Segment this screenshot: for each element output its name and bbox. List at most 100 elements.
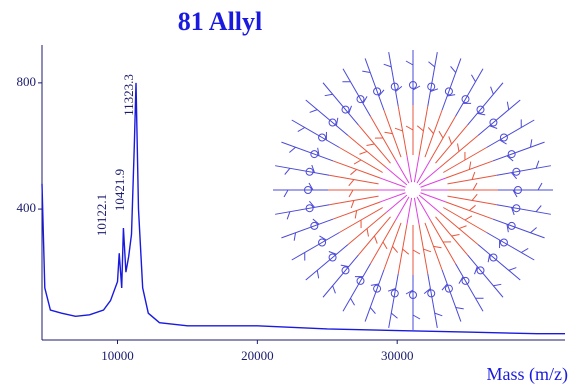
molecule-ring — [427, 289, 436, 298]
molecule-ring — [409, 81, 417, 89]
molecule-bond — [347, 134, 387, 168]
molecule-bond — [275, 204, 330, 215]
molecule-bond — [322, 82, 359, 126]
molecule-ring — [512, 204, 521, 213]
molecule-bond — [418, 194, 441, 213]
y-tick-label: 400 — [17, 200, 37, 215]
molecule-ring — [476, 266, 485, 275]
molecule-ring — [427, 82, 436, 91]
molecule-ring — [341, 266, 350, 275]
molecule-bond — [390, 312, 398, 319]
molecule-bond — [340, 264, 349, 268]
molecule-bond — [383, 63, 392, 68]
molecule-bond — [457, 143, 460, 152]
molecule-bond — [537, 182, 543, 191]
molecule-bond — [348, 189, 354, 198]
molecule-bond — [441, 283, 448, 291]
molecule-bond — [439, 212, 479, 246]
molecule-bond — [291, 119, 340, 148]
molecule-ring — [499, 133, 508, 142]
molecule-bond — [508, 267, 517, 271]
molecule-bond — [489, 125, 498, 129]
molecule-bond — [512, 189, 518, 198]
molecule-bond — [467, 254, 504, 298]
molecule-bond — [529, 139, 533, 148]
molecule-bond — [433, 245, 442, 249]
molecule-bond — [420, 177, 447, 188]
molecule-bond — [329, 174, 379, 185]
molecule-bond — [387, 288, 396, 292]
molecule-bond — [350, 298, 355, 306]
molecule-bond — [420, 192, 447, 203]
molecule-bond — [316, 270, 320, 279]
molecule-bond — [317, 147, 320, 156]
molecule-bond — [430, 88, 439, 92]
molecule-bond — [496, 165, 551, 176]
molecule-bond — [335, 117, 339, 126]
molecule-bond — [305, 244, 349, 281]
spectrum-line — [41, 82, 565, 335]
molecule-bond — [350, 169, 357, 176]
molecule-bond — [511, 207, 515, 216]
molecule-bond — [434, 312, 443, 317]
peak-annotation: 10122.1 — [94, 194, 109, 236]
molecule-ring — [328, 118, 337, 127]
molecule-bond — [496, 204, 551, 215]
molecule-ring — [507, 221, 516, 230]
molecule-bond — [283, 189, 289, 198]
molecule-bond — [405, 289, 414, 295]
molecule-bond — [405, 60, 414, 66]
molecule-bond — [435, 216, 469, 256]
molecule-ring — [507, 150, 516, 159]
molecule-bond — [378, 89, 385, 97]
molecule-bond — [450, 66, 457, 73]
molecule-bond — [382, 241, 388, 250]
molecule-ring — [305, 167, 314, 176]
molecule-bond — [312, 218, 320, 225]
x-axis-label: Mass (m/z) — [487, 364, 568, 385]
molecule-bond — [412, 249, 421, 255]
molecule-bond — [416, 159, 431, 184]
molecule-bond — [521, 248, 529, 253]
molecule-ring — [489, 253, 498, 262]
molecule-bond — [471, 74, 476, 82]
molecule-bond — [388, 52, 399, 107]
molecule-ring — [489, 118, 498, 127]
molecule-bond — [362, 70, 371, 74]
molecule-drawing — [273, 50, 553, 330]
molecule-bond — [395, 85, 403, 92]
molecule-bond — [289, 146, 296, 153]
molecule-bond — [353, 159, 362, 165]
molecule-bond — [319, 235, 327, 241]
molecule-bond — [308, 200, 315, 208]
molecule-bond — [477, 244, 521, 281]
molecule-bond — [413, 197, 420, 225]
molecule-bond — [427, 127, 434, 134]
molecule-bond — [486, 232, 535, 261]
molecule-ring — [310, 150, 319, 159]
y-tick-label: 800 — [17, 74, 37, 89]
molecule-bond — [441, 58, 462, 111]
molecule-bond — [535, 205, 542, 213]
molecule-ring — [409, 291, 417, 299]
molecule-bond — [388, 273, 399, 328]
molecule-bond — [366, 143, 375, 146]
molecule-bond — [447, 174, 497, 185]
molecule-bond — [492, 218, 545, 239]
molecule-bond — [492, 141, 545, 162]
molecule-bond — [392, 246, 399, 253]
molecule-bond — [471, 171, 476, 180]
molecule-bond — [373, 235, 378, 244]
molecule-ring — [499, 238, 508, 247]
molecule-bond — [328, 251, 337, 255]
molecule-bond — [472, 182, 478, 191]
molecule-bond — [379, 192, 406, 203]
molecule-bond — [342, 68, 371, 117]
molecule-bond — [447, 195, 497, 206]
peak-annotation: 11323.3 — [121, 74, 136, 116]
molecule-bond — [369, 307, 376, 314]
molecule-bond — [474, 266, 478, 275]
molecule-bond — [402, 248, 410, 255]
molecule-bond — [530, 227, 537, 234]
